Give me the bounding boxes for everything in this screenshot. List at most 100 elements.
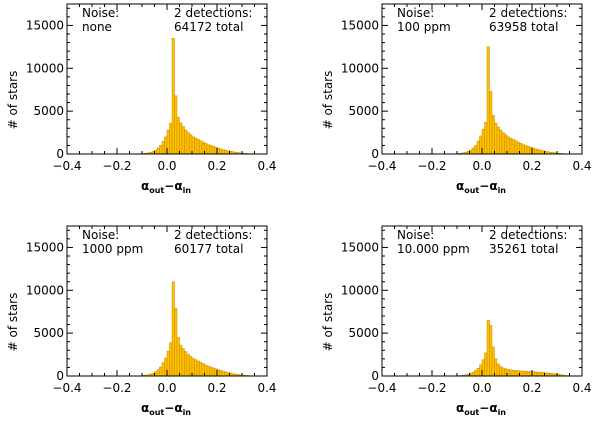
histogram-bar [522,145,525,154]
histogram-bar [177,337,180,376]
histogram-bar [490,325,493,376]
histogram-bar [502,368,505,376]
histogram-bar [200,141,203,154]
histogram-bar [212,368,215,376]
histogram-bar [210,367,213,376]
noise-value: 10.000 ppm [397,242,470,256]
x-tick-label: 0.2 [522,159,541,173]
x-tick-label: 0.2 [522,381,541,395]
histogram-bar [160,145,163,154]
histogram-bar [535,149,538,154]
x-tick-label: −0.4 [367,159,396,173]
histogram-bar [180,123,183,154]
y-tick-label: 10000 [26,283,64,297]
detections-label: 2 detections: [174,6,252,20]
histogram-bar [485,122,488,154]
histogram-bar [197,361,200,376]
x-tick-label: −0.4 [52,381,81,395]
y-tick-label: 0 [56,369,64,383]
histogram-bar [477,368,480,376]
detections-label: 2 detections: [174,228,252,242]
y-tick-label: 5000 [33,326,64,340]
histogram-bar [175,96,178,154]
histogram-bar [535,372,538,376]
y-tick-label: 15000 [26,240,64,254]
histogram-bar [170,343,173,376]
histogram-bar [182,349,185,376]
histogram-bar [487,47,490,154]
x-tick-label: 0.2 [207,381,226,395]
histogram-bar [195,138,198,154]
histogram-bar [222,371,225,376]
detections-total: 60177 total [174,242,243,256]
histogram-bar [472,148,475,154]
histogram-bar [525,145,528,154]
histogram-bar [170,123,173,154]
histogram-bar [160,367,163,376]
histogram-bar [477,141,480,154]
histogram-bar [527,146,530,154]
histogram-bar [472,372,475,376]
histogram-bar [540,372,543,376]
y-tick-label: 0 [56,147,64,161]
histogram-bar [515,141,518,154]
y-axis-label: # of stars [6,293,20,352]
histogram-bar [157,370,160,376]
histogram-bars [142,282,257,376]
y-axis-label: # of stars [6,71,20,130]
x-axis-label: αout−αin [456,179,506,195]
x-axis-label: αout−αin [456,401,506,417]
histogram-bar [207,145,210,154]
histogram-bar [527,371,530,376]
histogram-bar [510,138,513,154]
y-tick-label: 5000 [348,326,379,340]
x-tick-label: 0.0 [472,159,491,173]
y-tick-label: 10000 [341,283,379,297]
histogram-bar [197,139,200,154]
histogram-bar [497,127,500,154]
histogram-bar [490,91,493,154]
histogram-bar [522,371,525,376]
y-tick-label: 15000 [26,18,64,32]
x-tick-label: 0.4 [257,381,276,395]
histogram-bar [487,320,490,376]
x-tick-label: 0.2 [207,159,226,173]
detections-label: 2 detections: [489,228,567,242]
histogram-bar [177,117,180,154]
histogram-bar [540,150,543,154]
noise-value: 100 ppm [397,20,451,34]
histogram-bar [212,146,215,154]
histogram-bar [500,367,503,376]
y-tick-label: 0 [371,147,379,161]
histogram-bar [500,130,503,154]
x-tick-label: 0.4 [572,159,591,173]
histogram-bar [225,372,228,376]
x-tick-label: −0.4 [52,159,81,173]
x-tick-label: 0.0 [472,381,491,395]
y-axis-label: # of stars [321,293,335,352]
noise-label: Noise: [397,228,434,242]
histogram-bar [497,364,500,376]
x-tick-label: 0.0 [157,381,176,395]
histogram-bar [175,308,178,376]
y-tick-label: 10000 [341,61,379,75]
detections-total: 35261 total [489,242,558,256]
histogram-bar [200,362,203,376]
y-tick-label: 10000 [26,61,64,75]
histogram-bar [185,130,188,154]
y-axis-label: # of stars [321,71,335,130]
histogram-bar [492,347,495,376]
histogram-bar [180,345,183,376]
histogram-bar [537,372,540,376]
histogram-bars [457,47,572,154]
histogram-bar [495,123,498,154]
histogram-bar [502,133,505,154]
histogram-bar [537,150,540,154]
histogram-bar [162,363,165,376]
noise-label: Noise: [82,6,119,20]
histogram-bar [220,370,223,376]
y-tick-label: 5000 [348,104,379,118]
